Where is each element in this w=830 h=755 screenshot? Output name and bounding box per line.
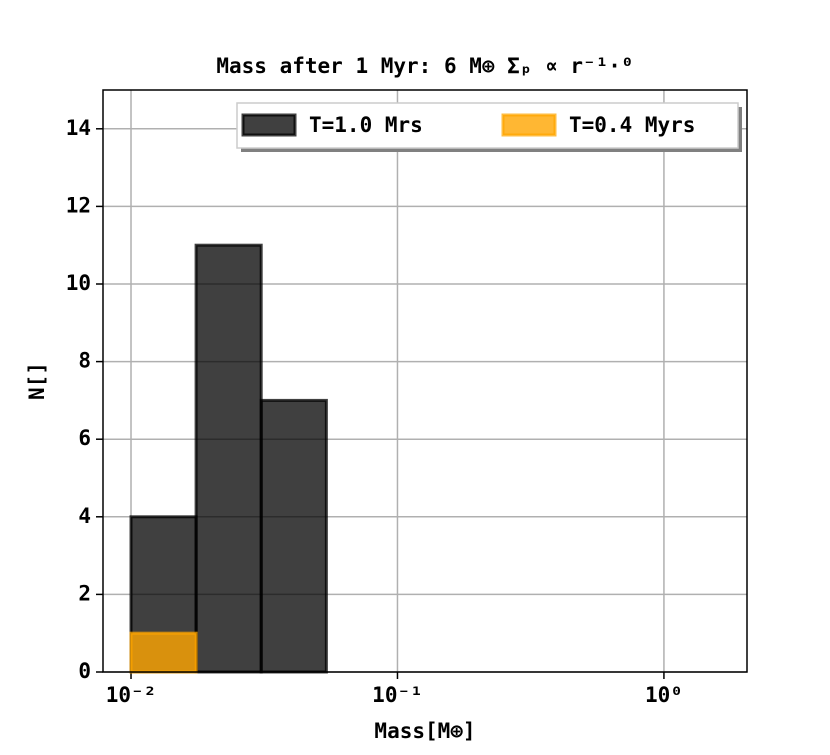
y-tick-label: 8 <box>78 349 91 373</box>
y-tick-label: 2 <box>78 581 91 605</box>
x-tick-label: 10⁻² <box>106 683 157 707</box>
histogram-bar <box>194 243 263 674</box>
histogram-bar <box>259 398 328 674</box>
y-tick-label: 0 <box>78 659 91 683</box>
y-tick-label: 14 <box>66 116 91 140</box>
legend-label: T=1.0 Mrs <box>309 113 423 137</box>
x-tick-label: 10⁰ <box>645 683 683 707</box>
y-tick-label: 12 <box>66 193 91 217</box>
histogram-bar <box>129 631 198 674</box>
legend-label: T=0.4 Myrs <box>569 113 695 137</box>
chart-title: Mass after 1 Myr: 6 M⊕ Σₚ ∝ r⁻¹·⁰ <box>216 54 633 78</box>
y-tick-label: 10 <box>66 271 91 295</box>
plot-frame <box>102 89 748 673</box>
y-axis-label: N[] <box>25 362 49 400</box>
legend-box <box>236 102 739 149</box>
y-tick-label: 6 <box>78 426 91 450</box>
legend-swatch <box>501 113 557 137</box>
x-tick-label: 10⁻¹ <box>372 683 423 707</box>
legend-swatch <box>241 113 297 137</box>
x-axis-label: Mass[M⊕] <box>374 719 475 743</box>
y-tick-label: 4 <box>78 504 91 528</box>
